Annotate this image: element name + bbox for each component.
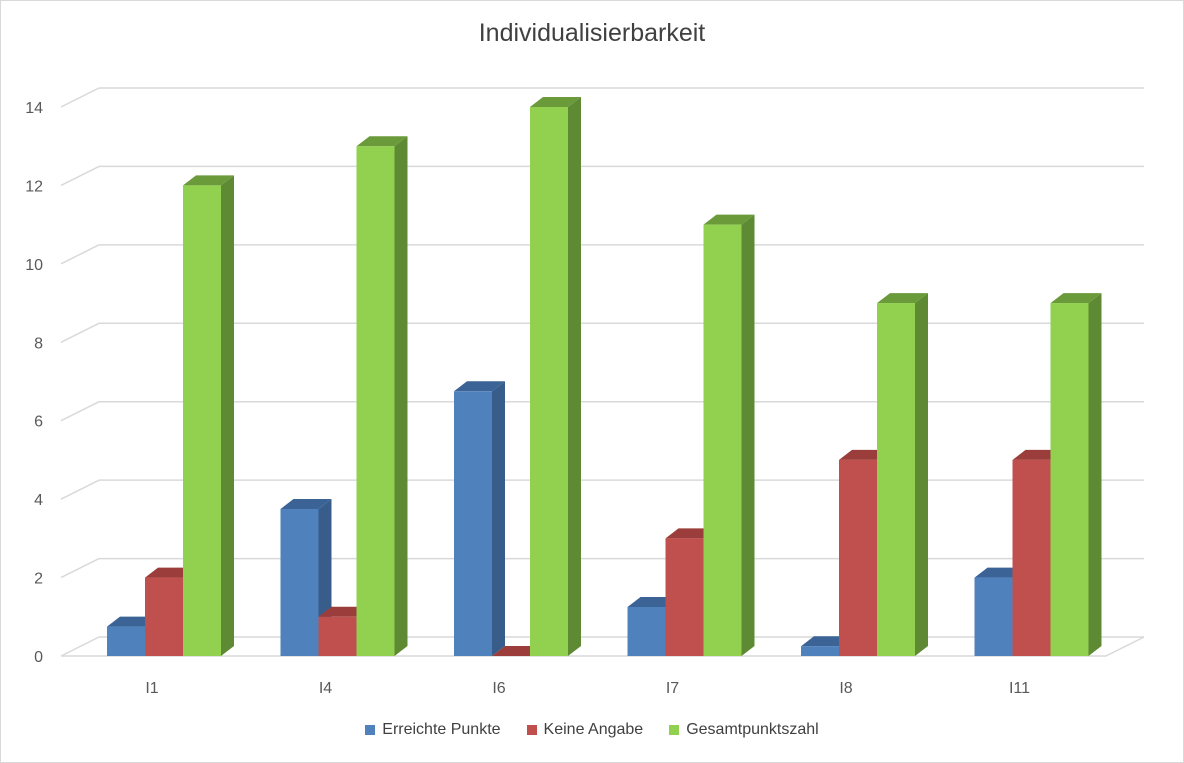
bar-side bbox=[221, 175, 234, 656]
bar-front bbox=[974, 577, 1013, 656]
legend-swatch bbox=[365, 725, 376, 735]
bar-top bbox=[530, 97, 581, 107]
legend-label: Erreichte Punkte bbox=[382, 721, 501, 738]
bar-front bbox=[1012, 459, 1051, 656]
gridline-diagonal bbox=[60, 165, 100, 187]
legend-label: Gesamtpunktszahl bbox=[686, 721, 819, 738]
x-tick-label: I11 bbox=[1009, 680, 1030, 697]
bar bbox=[703, 214, 755, 656]
bar-front bbox=[356, 146, 395, 656]
bar-top bbox=[703, 214, 755, 225]
bar-front bbox=[145, 577, 183, 656]
bar-top bbox=[280, 498, 332, 509]
y-tick-label: 2 bbox=[34, 571, 43, 588]
x-tick-label: I1 bbox=[145, 680, 158, 697]
bar bbox=[1050, 293, 1102, 656]
x-tick-label: I4 bbox=[319, 680, 332, 697]
legend-entry: Keine Angabe bbox=[526, 721, 644, 739]
gridline-diagonal bbox=[60, 244, 100, 265]
bar-top bbox=[183, 175, 234, 186]
bar-front bbox=[801, 646, 839, 656]
bar-side bbox=[741, 214, 755, 656]
bar-front bbox=[665, 538, 704, 656]
bar bbox=[356, 136, 408, 656]
gridline-diagonal bbox=[60, 322, 100, 343]
bar-front bbox=[1050, 303, 1089, 656]
bar-front bbox=[318, 616, 357, 656]
bar-side bbox=[1088, 293, 1102, 656]
legend-label: Keine Angabe bbox=[543, 721, 644, 738]
gridline-diagonal bbox=[60, 636, 100, 657]
y-tick-label: 12 bbox=[25, 178, 43, 195]
gridline-diagonal bbox=[60, 557, 100, 579]
bar-front bbox=[107, 626, 145, 656]
bar bbox=[183, 175, 234, 656]
bar-side bbox=[915, 293, 928, 656]
x-tick-label: I8 bbox=[839, 680, 852, 697]
bar bbox=[530, 97, 581, 656]
legend-entry: Gesamtpunktszahl bbox=[669, 721, 819, 739]
gridline-diagonal bbox=[60, 87, 100, 108]
floor-edge-right bbox=[1105, 636, 1145, 657]
y-tick-label: 6 bbox=[34, 414, 43, 431]
bar bbox=[454, 381, 505, 656]
bar-front bbox=[703, 224, 742, 656]
bar bbox=[280, 498, 332, 656]
gridline-diagonal bbox=[60, 479, 100, 500]
bar-top bbox=[454, 381, 505, 392]
bars bbox=[107, 97, 1102, 656]
bar-front bbox=[454, 391, 492, 656]
bar-front bbox=[530, 107, 568, 656]
legend-swatch bbox=[669, 725, 680, 735]
bar-side bbox=[394, 136, 408, 656]
bar-front bbox=[839, 459, 877, 656]
bar-side bbox=[568, 97, 581, 656]
bar-side bbox=[492, 381, 505, 656]
y-tick-label: 14 bbox=[25, 100, 43, 117]
y-tick-label: 10 bbox=[25, 257, 43, 274]
chart-title: Individualisierbarkeit bbox=[478, 19, 706, 47]
gridline-diagonal bbox=[60, 401, 100, 422]
legend: Erreichte Punkte Keine Angabe Gesamtpunkts… bbox=[1, 721, 1183, 739]
bar-front bbox=[183, 185, 221, 656]
bar-top bbox=[1050, 293, 1102, 304]
x-tick-label: I7 bbox=[666, 680, 679, 697]
bar-top bbox=[877, 293, 928, 304]
y-tick-label: 0 bbox=[34, 649, 43, 666]
bar-top bbox=[356, 136, 408, 147]
x-tick-label: I6 bbox=[492, 680, 505, 697]
bar-front bbox=[877, 303, 915, 656]
bar-front bbox=[627, 606, 666, 656]
bar bbox=[877, 293, 928, 656]
bar-front bbox=[280, 508, 319, 656]
legend-entry: Erreichte Punkte bbox=[365, 721, 501, 739]
gridlines bbox=[60, 87, 1144, 657]
legend-swatch bbox=[526, 725, 537, 735]
y-tick-label: 4 bbox=[34, 492, 43, 509]
y-tick-label: 8 bbox=[34, 335, 43, 352]
